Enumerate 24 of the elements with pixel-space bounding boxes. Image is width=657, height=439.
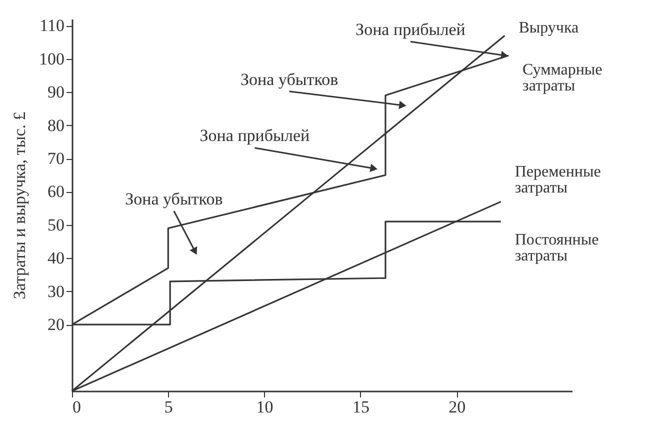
y-tick-label: 60 (48, 182, 64, 202)
series-label: Постоянные затраты (514, 232, 599, 265)
annotation: Зона прибылей (356, 20, 466, 39)
annotation: Зона убытков (240, 70, 338, 89)
y-axis-title: Затраты и выручка, тыс. £ (10, 112, 29, 300)
y-tick-label: 70 (48, 149, 64, 168)
x-tick-label: 20 (448, 398, 466, 416)
y-tick-label: 90 (48, 82, 64, 102)
series-label: Переменные затраты (514, 164, 601, 197)
y-tick-label: 20 (48, 315, 64, 334)
y-tick-label: 40 (48, 248, 64, 268)
y-tick-label: 100 (39, 49, 64, 68)
series-label: Выручка (518, 20, 579, 37)
x-tick-label: 10 (256, 398, 274, 416)
x-tick-label: 15 (352, 398, 370, 416)
x-tick-label: 5 (164, 398, 173, 416)
series-label: Суммарные затраты (522, 62, 602, 95)
y-tick-label: 30 (48, 282, 64, 301)
y-tick-label: 80 (48, 116, 64, 135)
x-tick-label: 0 (72, 398, 81, 416)
y-tick-label: 50 (48, 215, 64, 234)
annotation: Зона убытков (125, 189, 223, 208)
y-tick-label: 110 (40, 16, 64, 36)
annotation: Зона прибылей (200, 126, 310, 146)
